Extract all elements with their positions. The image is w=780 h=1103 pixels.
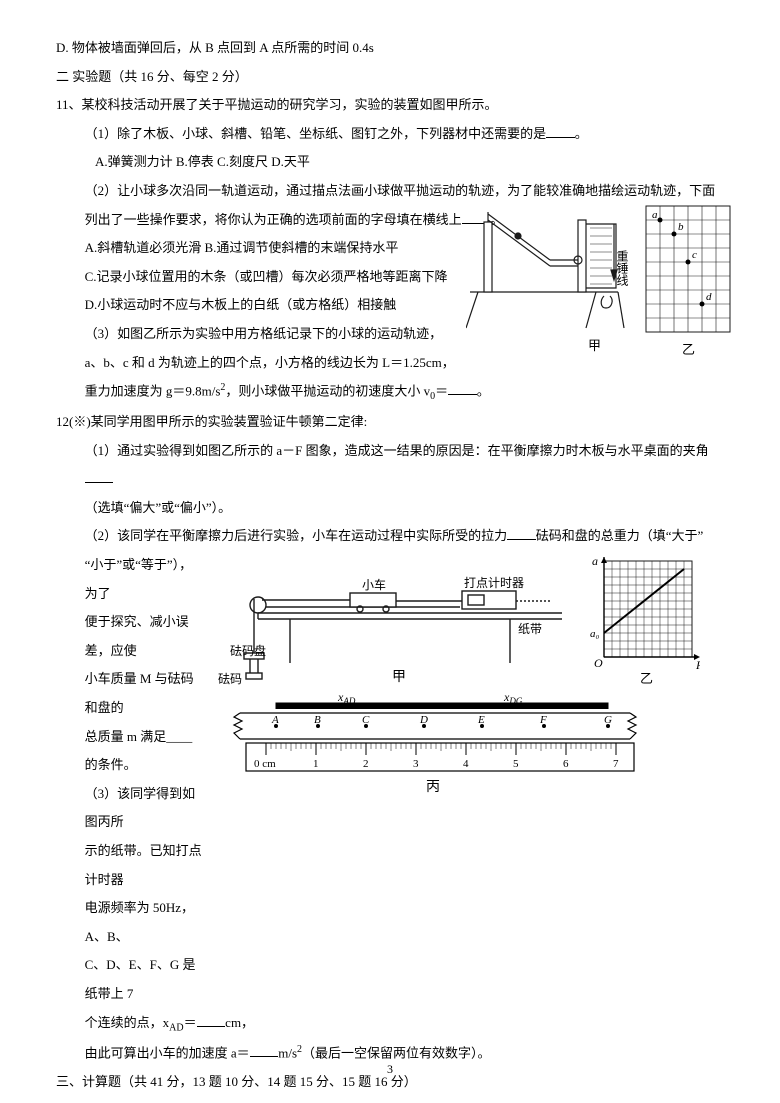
svg-text:E: E (477, 714, 485, 726)
axis-F: F (695, 658, 700, 672)
q12-fig-jia: 小车 打点计时器 纸带 砝码盘 砝码 甲 (210, 555, 724, 689)
grid-c: c (692, 249, 697, 261)
q12-p2-blank[interactable] (507, 527, 536, 540)
axis-a0: a₀ (590, 628, 600, 640)
svg-text:G: G (604, 714, 612, 726)
lc5: 示的纸带。已知打点计时器 (85, 837, 204, 894)
ac-sub: AD (169, 1022, 183, 1033)
q12-p1-blank[interactable] (85, 470, 114, 483)
q11-p3c: 重力加速度为 g＝9.8m/s2，则小球做平抛运动的初速度大小 v0＝。 (56, 377, 724, 408)
svg-text:B: B (314, 714, 321, 726)
svg-text:0 cm: 0 cm (254, 758, 276, 770)
lc4: （3）该同学得到如图丙所 (85, 780, 204, 837)
lbl-bing: 丙 (426, 780, 440, 795)
q11-label-jia: 甲 (588, 338, 601, 353)
grid-b: b (678, 221, 684, 233)
grid-d: d (706, 291, 712, 303)
q11-p3c-blank[interactable] (448, 382, 477, 395)
svg-text:7: 7 (613, 758, 619, 770)
lc0: “小于”或“等于”），为了 (85, 551, 204, 608)
lbl-jia2: 甲 (392, 670, 406, 685)
lc1: 便于探究、减小误差，应使 (85, 608, 204, 665)
q12-graph-svg: a F a₀ O 乙 (590, 555, 700, 685)
lc7: C、D、E、F、G 是纸带上 7 (85, 951, 204, 1008)
svg-text:4: 4 (463, 758, 469, 770)
q11-label-yi: 乙 (682, 342, 695, 357)
svg-text:2: 2 (363, 758, 369, 770)
option-d-prev: D. 物体被墙面弹回后，从 B 点回到 A 点所需的时间 0.4s (56, 34, 724, 63)
svg-text:1: 1 (313, 758, 319, 770)
svg-text:3: 3 (413, 758, 419, 770)
q12-after-col: 个连续的点，xAD＝ cm， (56, 1009, 724, 1040)
q11-p3c-a: 重力加速度为 g＝9.8m/s (85, 383, 221, 398)
page-number: 3 (0, 1062, 780, 1077)
q11-p1-text-a: （1）除了木板、小球、斜槽、铅笔、坐标纸、图钉之外，下列器材中还需要的是 (85, 126, 547, 141)
q11-p2b: 列出了一些操作要求，将你认为正确的选项前面的字母填在横线上 (85, 212, 462, 227)
q11-p3c-b: ，则小球做平抛运动的初速度大小 v (225, 383, 430, 398)
q12-p1a: （1）通过实验得到如图乙所示的 a－F 图象，造成这一结果的原因是：在平衡摩擦力… (85, 443, 709, 458)
q12-fig-bing: xAD xDG A B C D (210, 695, 724, 795)
lbl-weights2: 砝码 (218, 671, 242, 686)
q11-stem: 11、某校科技活动开展了关于平抛运动的研究学习，实验的装置如图甲所示。 (56, 91, 724, 120)
lc2: 小车质量 M 与砝码和盘的 (85, 665, 204, 722)
lc6: 电源频率为 50Hz，A、B、 (85, 894, 204, 951)
lc3: 总质量 m 满足____的条件。 (85, 723, 204, 780)
q11-label-zhongchui: 重锤线 (615, 249, 629, 285)
svg-text:F: F (539, 714, 547, 726)
lbl-pan: 砝码盘 (230, 643, 266, 658)
ll-a: 由此可算出小车的加速度 a＝ (85, 1045, 250, 1060)
q11-p1: （1）除了木板、小球、斜槽、铅笔、坐标纸、图钉之外，下列器材中还需要的是 。 (56, 120, 724, 149)
q11-p1-text-b: 。 (575, 126, 588, 141)
q12-p1b: （选填“偏大”或“偏小”）。 (56, 494, 724, 523)
svg-text:5: 5 (513, 758, 519, 770)
q12-p2-row: （2）该同学在平衡摩擦力后进行实验，小车在运动过程中实际所受的拉力 砝码和盘的总重… (56, 522, 724, 551)
grid-a: a (652, 209, 658, 221)
q12-stem: 12(※)某同学用图甲所示的实验装置验证牛顿第二定律: (56, 408, 724, 437)
axis-O: O (594, 656, 603, 670)
lbl-tape: 纸带 (518, 622, 542, 636)
svg-text:6: 6 (563, 758, 569, 770)
q12-tape-svg: xAD xDG A B C D (210, 695, 640, 795)
q12-p2b: 砝码和盘的总重力（填“大于” (536, 528, 704, 543)
section-2-heading: 二 实验题（共 16 分、每空 2 分） (56, 63, 724, 92)
q12-p1a-row: （1）通过实验得到如图乙所示的 a－F 图象，造成这一结果的原因是：在平衡摩擦力… (56, 437, 724, 494)
lbl-cart: 小车 (362, 577, 386, 592)
q12-p2a: （2）该同学在平衡摩擦力后进行实验，小车在运动过程中实际所受的拉力 (85, 528, 508, 543)
q11-p3c-c: ＝ (435, 383, 448, 398)
q11-p1-blank[interactable] (546, 125, 575, 138)
q11-figure-svg: 甲 重锤线 a b c (466, 200, 734, 372)
svg-text:C: C (362, 714, 370, 726)
svg-text:A: A (271, 714, 279, 726)
ll-b: m/s (278, 1045, 297, 1060)
ll-c: （最后一空保留两位有效数字）。 (302, 1045, 491, 1060)
axis-a: a (592, 555, 598, 568)
q11-choices: A.弹簧测力计 B.停表 C.刻度尺 D.天平 (56, 148, 724, 177)
q11-figure-group: 甲 重锤线 a b c (466, 200, 734, 372)
ac-a: 个连续的点，x (85, 1015, 170, 1030)
ac-b: ＝ (184, 1015, 197, 1030)
lbl-yi2: 乙 (640, 671, 653, 685)
ll-blank[interactable] (250, 1044, 279, 1057)
ac-blank[interactable] (197, 1014, 226, 1027)
q11-p3c-d: 。 (477, 383, 490, 398)
lbl-timer: 打点计时器 (464, 576, 524, 590)
svg-text:D: D (419, 714, 428, 726)
q12-apparatus-svg: 小车 打点计时器 纸带 砝码盘 砝码 甲 (210, 555, 580, 689)
ac-c: cm， (225, 1015, 254, 1030)
